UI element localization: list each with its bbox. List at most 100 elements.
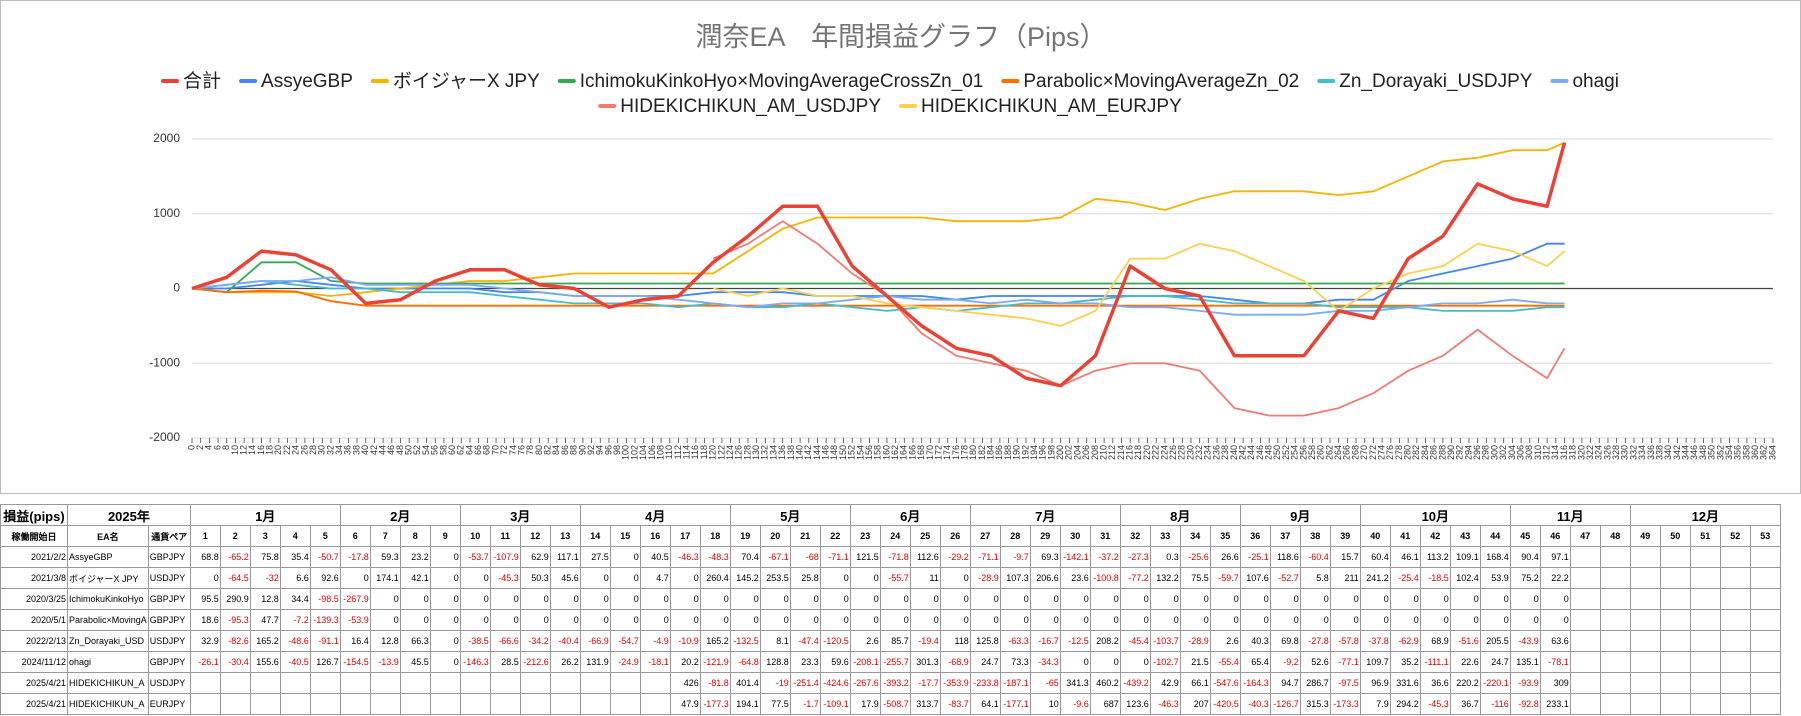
value-cell: 66.1 [1179,672,1211,694]
x-tick-label: 326 [1602,445,1612,460]
value-cell: -100.8 [1089,567,1121,589]
value-cell: 50.3 [519,567,551,589]
week-header: 47 [1569,525,1601,547]
value-cell [1629,672,1661,694]
value-cell: 0 [1119,651,1151,673]
value-cell [1569,651,1601,673]
start-date: 2020/3/25 [0,588,68,610]
value-cell: 52.6 [1299,651,1331,673]
week-header: 35 [1209,525,1241,547]
value-cell: 315.3 [1299,693,1331,715]
legend-item: HIDEKICHIKUN_AM_EURJPY [899,96,1182,117]
value-cell: 0 [519,588,551,610]
value-cell: 0 [1029,609,1061,631]
value-cell [309,693,341,715]
x-tick-label: 88 [569,445,579,455]
x-tick-label: 230 [1185,445,1195,460]
value-cell: 66.3 [399,630,431,652]
value-cell: 15.7 [1329,546,1361,568]
week-header: 12 [519,525,551,547]
value-cell [429,693,461,715]
value-cell: -78.1 [1539,651,1571,673]
value-cell [429,672,461,694]
value-cell: 294.2 [1389,693,1421,715]
value-cell: -37.2 [1089,546,1121,568]
x-tick-label: 14 [247,445,257,455]
value-cell [1629,651,1661,673]
value-cell [399,693,431,715]
x-tick-label: 124 [725,445,735,460]
data-row: 2024/11/12 ohagi GBPJPY -26.1 -30.4 155.6 -40.… [0,651,1781,673]
value-cell: 0 [1329,588,1361,610]
value-cell: 28.5 [489,651,521,673]
value-cell [549,693,581,715]
x-tick-label: 356 [1733,445,1743,460]
week-header: 17 [669,525,701,547]
x-tick-label: 56 [430,445,440,455]
value-cell: -66.9 [579,630,611,652]
value-cell: -132.5 [729,630,761,652]
value-cell: 36.6 [1419,672,1451,694]
value-cell: -233.8 [969,672,1001,694]
value-cell: -43.9 [1509,630,1541,652]
x-tick-label: 74 [508,445,518,455]
x-tick-label: 60 [447,445,457,455]
ea-name: AssyeGBP [67,546,149,568]
week-header: 43 [1449,525,1481,547]
start-date: 2024/11/12 [0,651,68,673]
x-tick-label: 244 [1246,445,1256,460]
x-tick-label: 214 [1116,445,1126,460]
value-cell: 0 [399,609,431,631]
x-tick-label: 128 [742,445,752,460]
x-tick-label: 0 [186,445,196,450]
value-cell: 17.9 [849,693,881,715]
value-cell: 0 [939,588,971,610]
value-cell: -109.1 [819,693,851,715]
value-cell: 0 [429,588,461,610]
value-cell: -154.5 [339,651,371,673]
data-row: 2025/4/21 HIDEKICHIKUN_A EURJPY 47.9 -177.3 1… [0,693,1781,715]
week-header: 15 [609,525,641,547]
start-date: 2020/5/1 [0,609,68,631]
x-tick-label: 122 [716,445,726,460]
legend-item: 合計 [161,70,221,92]
x-tick-label: 54 [421,445,431,455]
x-tick-label: 62 [456,445,466,455]
value-cell: 0 [1239,609,1271,631]
value-cell: -24.9 [609,651,641,673]
x-tick-label: 186 [994,445,1004,460]
value-cell: 0 [789,588,821,610]
x-tick-label: 334 [1637,445,1647,460]
x-tick-label: 72 [499,445,509,455]
value-cell: 18.6 [189,609,221,631]
value-cell [1599,630,1631,652]
value-cell: -45.4 [1119,630,1151,652]
value-cell: 0 [429,567,461,589]
value-cell: 107.6 [1239,567,1271,589]
value-cell [1749,567,1781,589]
ea-name: ohagi [67,651,149,673]
x-tick-label: 206 [1081,445,1091,460]
value-cell: -1.7 [789,693,821,715]
x-tick-label: 46 [386,445,396,455]
value-cell [549,672,581,694]
value-cell: 12.8 [369,630,401,652]
value-cell: 0 [1299,588,1331,610]
value-cell: 0 [459,609,491,631]
value-cell: 0 [429,651,461,673]
value-cell: 0 [1449,588,1481,610]
value-cell: -439.2 [1119,672,1151,694]
week-header: 1 [189,525,221,547]
value-cell [1569,567,1601,589]
value-cell: -98.5 [309,588,341,610]
value-cell: 59.3 [369,546,401,568]
value-cell: 0 [1089,588,1121,610]
value-cell: -547.6 [1209,672,1241,694]
value-cell: -267.6 [849,672,881,694]
value-cell: 460.2 [1089,672,1121,694]
value-cell: 0 [369,588,401,610]
x-tick-label: 12 [238,445,248,455]
value-cell: 0 [759,588,791,610]
value-cell [1689,651,1721,673]
value-cell: 0 [579,609,611,631]
